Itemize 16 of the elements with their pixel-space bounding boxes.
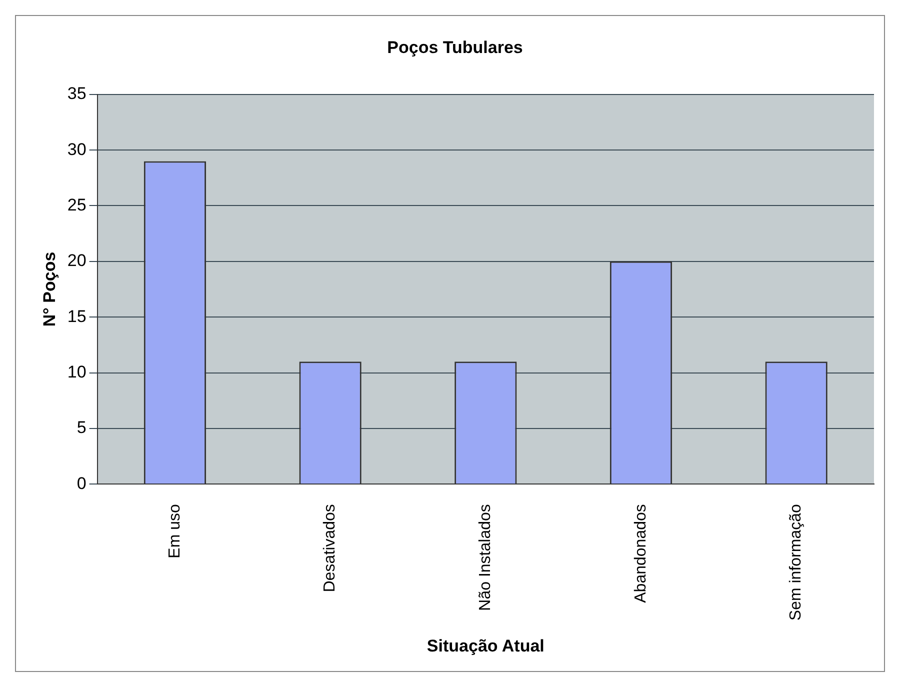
chart-title: Poços Tubulares [387,38,523,57]
y-axis-title: N° Poços [40,252,59,327]
y-tick-label: 10 [67,362,86,382]
y-tick-label: 25 [67,195,86,214]
y-tick-label: 5 [76,418,86,438]
x-tick-label: Não Instalados [477,504,494,611]
x-tick-label: Desativados [322,504,339,592]
y-tick-label: 0 [76,474,86,493]
y-tick-label: 15 [67,306,86,326]
y-tick-label: 35 [67,84,86,104]
x-tick-label: Sem informação [788,504,805,621]
x-axis-title: Situação Atual [426,636,544,656]
x-tick-label: Abandonados [632,504,650,603]
y-tick-label: 20 [67,251,86,270]
y-tick-label: 30 [67,140,86,159]
x-tick-label: Em uso [166,504,184,558]
